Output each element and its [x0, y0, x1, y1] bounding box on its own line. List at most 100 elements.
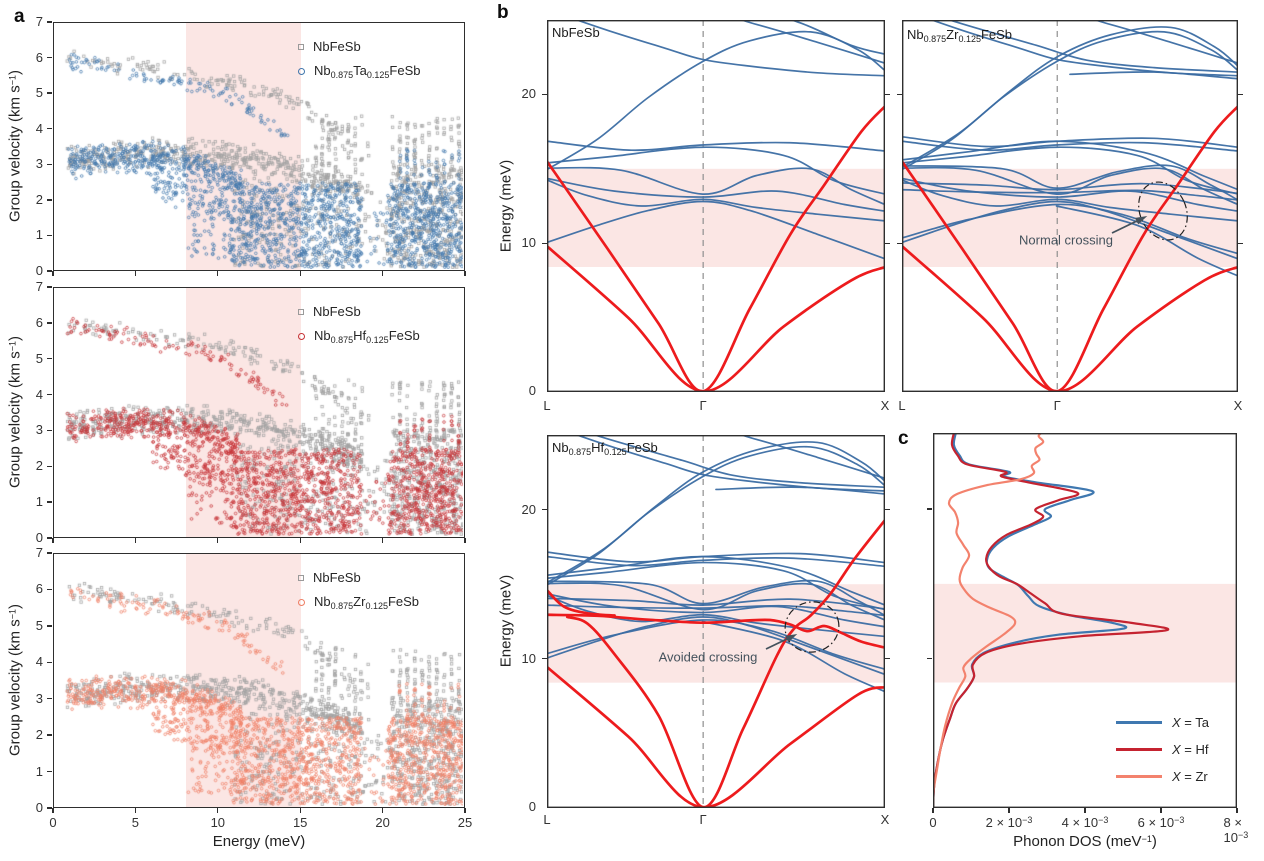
- y-tick: [47, 625, 52, 627]
- annotation-normal-crossing: Normal crossing: [1019, 232, 1113, 248]
- y-tick-label: 0: [528, 383, 536, 398]
- legend-line-icon: [1116, 775, 1162, 778]
- y-tick: [542, 242, 547, 244]
- y-tick: [47, 286, 52, 288]
- legend-label: Nb0.875Zr0.125FeSb: [314, 594, 420, 611]
- legend-item-doped: Nb0.875Ta0.125FeSb: [298, 59, 421, 84]
- dos-legend: X = Ta X = Hf X = Zr: [1116, 709, 1209, 790]
- y-tick-label: 3: [35, 690, 43, 706]
- x-tick-label: 5: [131, 815, 140, 830]
- y-tick: [47, 465, 52, 467]
- y-tick: [542, 658, 547, 660]
- dos-legend-item: X = Zr: [1116, 763, 1209, 790]
- x-tick: [134, 808, 137, 813]
- x-tick: [1160, 808, 1162, 813]
- y-tick: [47, 128, 52, 130]
- legend-label: Nb0.875Hf0.125FeSb: [314, 328, 420, 345]
- panel-a-label: a: [14, 6, 25, 27]
- y-tick: [885, 242, 890, 244]
- k-point-label: Γ: [699, 812, 707, 827]
- x-tick-label: 25: [457, 815, 473, 830]
- x-tick: [217, 538, 219, 543]
- x-tick-label: 20: [375, 815, 390, 830]
- x-tick: [1236, 808, 1238, 813]
- y-tick-label: 10: [521, 650, 536, 666]
- dos-legend-item: X = Hf: [1116, 736, 1209, 763]
- legend-item-doped: Nb0.875Zr0.125FeSb: [298, 590, 419, 615]
- y-tick: [47, 501, 52, 503]
- y-tick: [47, 322, 52, 324]
- x-tick: [464, 808, 466, 813]
- y-tick-label: 6: [35, 49, 43, 65]
- y-tick-label: 6: [35, 314, 43, 330]
- y-tick-label: 0: [528, 799, 536, 814]
- x-tick-label: 0: [929, 815, 937, 830]
- scatter-plot-ta: NbFeSb Nb0.875Ta0.125FeSb: [53, 22, 465, 271]
- k-point-label: L: [543, 398, 551, 413]
- y-tick: [47, 807, 52, 809]
- k-point-label: L: [898, 398, 906, 413]
- circle-marker-icon: [298, 599, 305, 606]
- x-tick: [217, 808, 219, 813]
- y-tick-label: 7: [35, 14, 43, 29]
- x-tick: [52, 271, 54, 276]
- band-plot-nbfesb: [546, 19, 886, 393]
- scatter-points-canvas-ta: [54, 23, 463, 269]
- band-structure-svg: [546, 19, 886, 393]
- y-tick-label: 7: [35, 279, 43, 294]
- y-tick: [885, 93, 890, 96]
- y-tick: [47, 429, 52, 432]
- y-tick-label: 1: [35, 227, 43, 243]
- y-tick-label: 2: [35, 191, 43, 207]
- legend-label: NbFeSb: [313, 39, 361, 54]
- y-tick-label: 10: [521, 235, 536, 251]
- square-marker-icon: [298, 574, 304, 581]
- x-tick: [52, 538, 54, 543]
- y-tick: [542, 508, 547, 511]
- y-tick: [47, 698, 52, 700]
- y-tick: [47, 537, 52, 539]
- legend-label: NbFeSb: [313, 304, 361, 319]
- y-tick: [47, 92, 52, 94]
- y-tick: [47, 770, 52, 773]
- band-plot-title: Nb0.875Zr0.125FeSb: [907, 27, 1013, 44]
- y-tick: [47, 199, 52, 201]
- panel-b-label: b: [497, 2, 509, 23]
- band-plot-zr: [901, 19, 1239, 393]
- y-tick: [1238, 93, 1243, 96]
- y-tick-label: 4: [35, 654, 43, 670]
- x-tick: [217, 271, 219, 276]
- circle-marker-icon: [298, 333, 305, 340]
- y-tick: [47, 588, 52, 591]
- scatter-plot-zr: NbFeSb Nb0.875Zr0.125FeSb: [53, 553, 465, 808]
- legend-label: Nb0.875Ta0.125FeSb: [314, 63, 421, 80]
- k-point-label: X: [1233, 398, 1243, 413]
- y-tick-label: 20: [521, 86, 536, 102]
- y-tick: [47, 163, 52, 165]
- band-plot-hf: [546, 434, 886, 809]
- y-tick-label: 5: [35, 617, 43, 633]
- circle-marker-icon: [298, 68, 305, 75]
- legend-label: X = Zr: [1172, 769, 1208, 784]
- legend-line-icon: [1116, 748, 1162, 751]
- square-marker-icon: [298, 43, 304, 50]
- y-tick: [47, 270, 52, 272]
- y-tick-label: 5: [35, 350, 43, 366]
- dos-legend-item: X = Ta: [1116, 709, 1209, 736]
- x-tick: [299, 538, 301, 543]
- y-tick-label: 6: [35, 581, 43, 597]
- y-tick: [897, 242, 902, 244]
- y-tick: [885, 658, 890, 660]
- x-tick: [134, 538, 137, 543]
- legend: NbFeSb Nb0.875Hf0.125FeSb: [298, 299, 420, 349]
- y-tick-label: 0: [35, 800, 43, 815]
- y-tick-label: 2: [35, 458, 43, 474]
- k-point-label: Γ: [699, 398, 707, 413]
- legend-label: X = Hf: [1172, 742, 1209, 757]
- x-tick: [381, 271, 384, 276]
- legend-item-base: NbFeSb: [298, 34, 421, 59]
- y-tick-label: 1: [35, 763, 43, 779]
- x-tick-label: 8 × 10−3: [1223, 815, 1249, 845]
- x-tick-label: 15: [292, 815, 308, 830]
- scatter-points-canvas-hf: [54, 288, 463, 536]
